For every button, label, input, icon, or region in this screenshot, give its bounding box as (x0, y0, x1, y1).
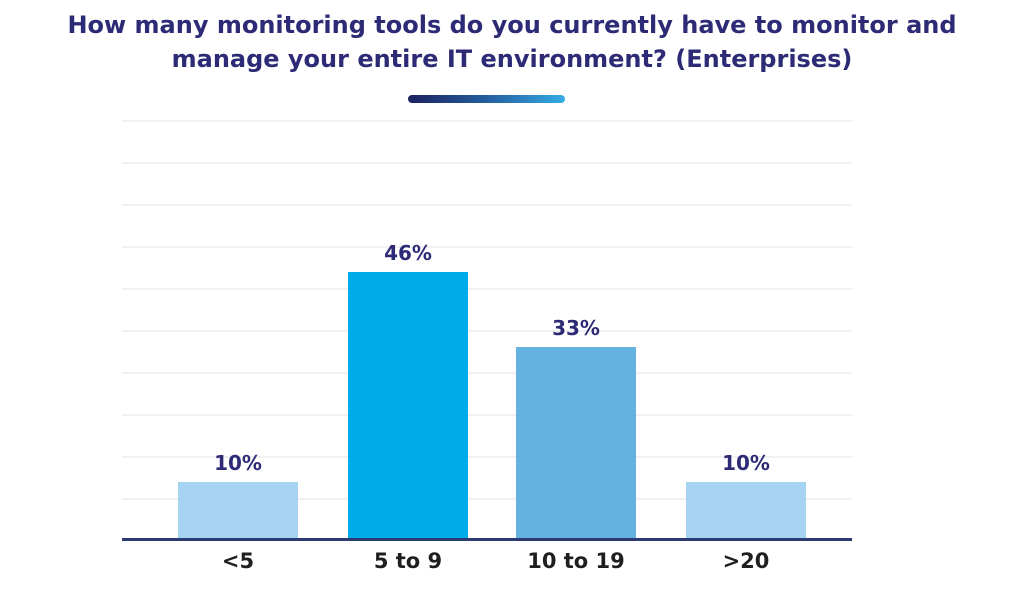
bar-value-label: 10% (214, 451, 262, 475)
gridline (122, 162, 852, 164)
bar-group: 10% <5 (178, 451, 298, 573)
chart-title-line1: How many monitoring tools do you current… (67, 11, 957, 39)
title-accent-bar (408, 95, 565, 103)
bar-value-label: 46% (384, 241, 432, 265)
bar-group: 10% >20 (686, 451, 806, 573)
bar (516, 347, 636, 540)
chart-title-line2: manage your entire IT environment? (Ente… (171, 45, 853, 73)
gridline (122, 372, 852, 374)
bar-category-label: 5 to 9 (373, 549, 443, 573)
gridline (122, 120, 852, 122)
bar-category-label: <5 (221, 549, 255, 573)
bar-group: 33% 10 to 19 (516, 316, 636, 573)
gridline (122, 204, 852, 206)
bar (686, 482, 806, 540)
x-axis-line (122, 538, 852, 541)
gridline (122, 498, 852, 500)
gridline (122, 456, 852, 458)
chart-title: How many monitoring tools do you current… (0, 8, 1024, 76)
bar-value-label: 33% (552, 316, 600, 340)
gridline (122, 246, 852, 248)
bar-category-label: >20 (722, 549, 770, 573)
plot-area: 10% <5 46% 5 to 9 33% 10 to 19 10% >20 (122, 120, 852, 573)
bar (348, 272, 468, 540)
bar-value-label: 10% (722, 451, 770, 475)
bar (178, 482, 298, 540)
gridline (122, 330, 852, 332)
gridline (122, 288, 852, 290)
bar-group: 46% 5 to 9 (348, 241, 468, 573)
gridline (122, 414, 852, 416)
bar-category-label: 10 to 19 (527, 549, 625, 573)
